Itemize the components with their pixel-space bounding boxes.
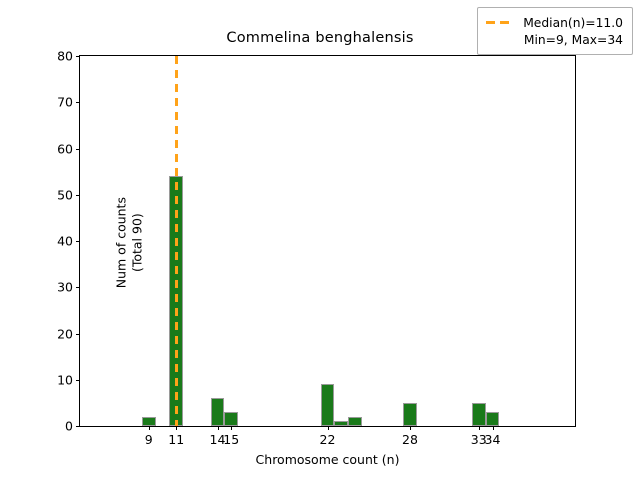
y-tick-label: 70 — [57, 94, 73, 110]
legend-label-minmax: Min=9, Max=34 — [523, 32, 623, 47]
x-tick-mark — [327, 426, 329, 430]
x-axis-label: Chromosome count (n) — [255, 452, 400, 467]
x-tick-label: 14 — [209, 432, 226, 447]
y-tick-mark — [76, 287, 80, 289]
x-tick-label: 33 — [470, 432, 487, 447]
y-tick-label: 30 — [57, 279, 73, 295]
y-tick-label: 10 — [57, 372, 73, 388]
x-tick-mark — [478, 426, 480, 430]
y-tick-label: 20 — [57, 326, 73, 341]
bar — [210, 398, 225, 426]
y-tick-mark — [76, 379, 80, 381]
x-tick-mark — [217, 426, 219, 430]
plot-axes: Num of counts (Total 90) 0 10 20 30 40 50 60 70… — [57, 49, 576, 447]
bar — [224, 412, 239, 426]
x-tick-mark — [148, 426, 150, 430]
y-tick-mark — [76, 102, 80, 104]
x-tick-label: 15 — [223, 432, 240, 447]
x-tick-label: 11 — [168, 432, 185, 447]
y-tick-label: 80 — [57, 48, 73, 64]
blank-swatch-icon — [486, 38, 514, 41]
y-tick-mark — [76, 148, 80, 150]
median-line — [174, 56, 178, 426]
x-tick-label: 9 — [144, 432, 153, 447]
y-axis-label: Num of counts (Total 90) — [113, 197, 144, 289]
x-tick-mark — [231, 426, 233, 430]
bar — [403, 402, 417, 426]
chart-title: Commelina benghalensis — [226, 30, 414, 46]
bar — [348, 416, 362, 426]
y-tick-label: 60 — [57, 141, 73, 156]
y-tick-mark — [76, 194, 80, 196]
y-tick-mark — [76, 426, 80, 428]
y-tick-mark — [76, 333, 80, 335]
x-tick-label: 22 — [319, 432, 336, 447]
y-tick-label: 50 — [57, 187, 73, 203]
y-tick-mark — [76, 241, 80, 243]
legend-entry-minmax: Min=9, Max=34 — [486, 31, 623, 48]
x-tick-mark — [410, 426, 412, 430]
x-tick-label: 34 — [484, 432, 501, 447]
dashed-line-icon — [486, 21, 515, 24]
y-tick-label: 0 — [65, 418, 73, 434]
x-tick-mark — [492, 426, 494, 430]
legend-entry-median: Median(n)=11.0 — [486, 14, 623, 31]
y-tick-label: 40 — [57, 233, 73, 249]
bar — [141, 416, 156, 426]
bar — [471, 402, 486, 426]
y-tick-mark — [76, 56, 80, 58]
chart-legend: Median(n)=11.0 Min=9, Max=34 — [477, 7, 633, 55]
bar — [320, 384, 335, 426]
legend-label-median: Median(n)=11.0 — [523, 15, 623, 30]
bar — [334, 421, 349, 426]
x-tick-label: 28 — [402, 432, 418, 447]
bar — [485, 412, 500, 426]
plot-region — [80, 56, 575, 426]
x-tick-mark — [176, 426, 178, 430]
